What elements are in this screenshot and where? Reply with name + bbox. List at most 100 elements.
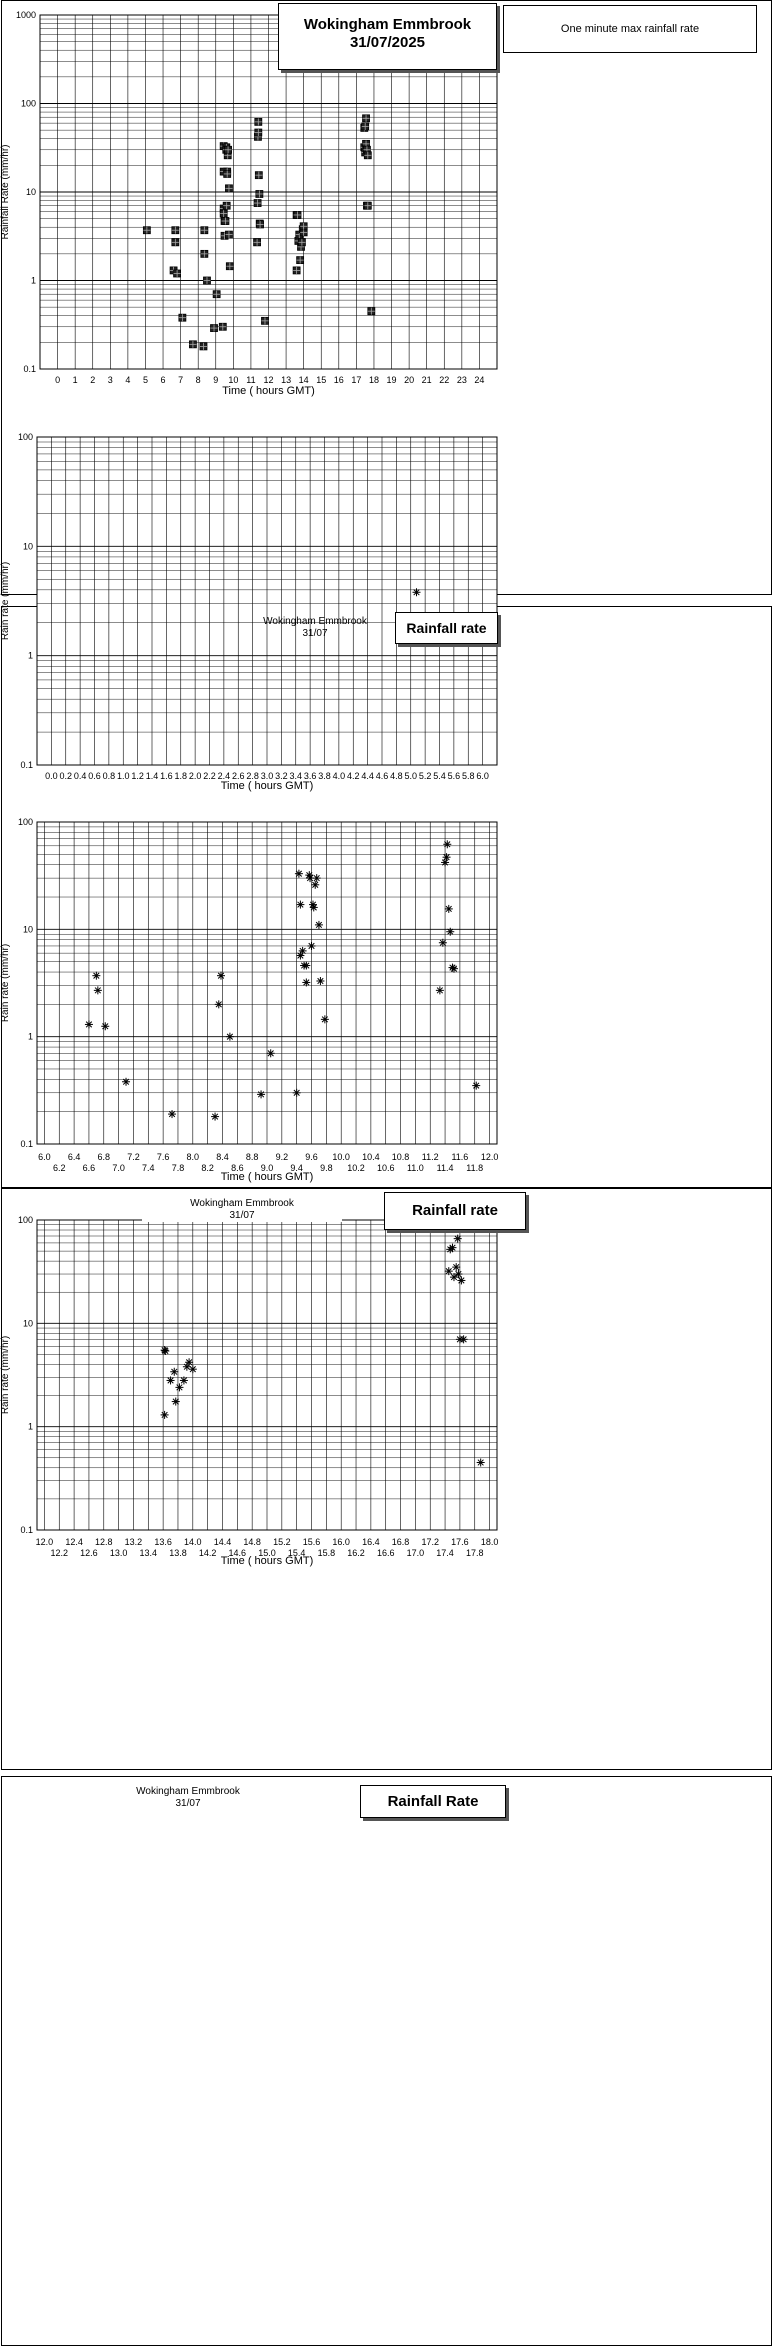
- chart-4-station: Wokingham Emmbrook 31/07: [88, 1786, 288, 1810]
- x-tick-label: 14: [299, 375, 309, 385]
- x-tick-label: 15.8: [318, 1548, 336, 1558]
- x-tick-label: 13.4: [140, 1548, 158, 1558]
- x-tick-label: 5.0: [404, 771, 417, 781]
- y-tick-label: 10: [26, 187, 36, 197]
- x-tick-label: 10.8: [392, 1152, 410, 1162]
- data-point: [443, 840, 452, 849]
- x-tick-label: 23: [457, 375, 467, 385]
- x-tick-label: 13.0: [110, 1548, 128, 1558]
- chart-4-title-box: Rainfall Rate: [360, 1785, 506, 1818]
- x-tick-label: 2.4: [218, 771, 231, 781]
- x-tick-label: 8: [196, 375, 201, 385]
- x-tick-label: 14.4: [214, 1537, 232, 1547]
- chart-1-legend: One minute max rainfall rate: [560, 23, 700, 35]
- x-tick-label: 13.6: [154, 1537, 172, 1547]
- x-tick-label: 22: [439, 375, 449, 385]
- data-point: [294, 869, 303, 878]
- data-point: [219, 209, 228, 218]
- y-tick-label: 0.1: [20, 1139, 33, 1149]
- data-point: [171, 1397, 180, 1406]
- x-tick-label: 20: [404, 375, 414, 385]
- x-tick-label: 6.4: [68, 1152, 81, 1162]
- x-tick-label: 7.4: [142, 1163, 155, 1173]
- data-point: [257, 1090, 266, 1099]
- data-point: [361, 122, 370, 131]
- x-axis-title: Time ( hours GMT): [221, 1171, 314, 1183]
- y-tick-label: 0.1: [23, 364, 36, 374]
- data-point: [175, 1383, 184, 1392]
- chart-3-date: 31/07: [229, 1210, 255, 1221]
- chart-2-station-name: Wokingham Emmbrook: [263, 616, 367, 627]
- data-point: [266, 1049, 275, 1058]
- data-point: [363, 151, 372, 160]
- data-point: [254, 171, 263, 180]
- chart-2-date: 31/07: [302, 628, 328, 639]
- x-tick-label: 17.2: [421, 1537, 439, 1547]
- data-point: [442, 853, 451, 862]
- data-point: [185, 1358, 194, 1367]
- x-tick-label: 16.4: [362, 1537, 380, 1547]
- y-tick-label: 0.1: [20, 1525, 33, 1535]
- x-tick-label: 2.2: [203, 771, 216, 781]
- x-tick-label: 0.2: [59, 771, 72, 781]
- chart-panel-4: [1, 1776, 772, 2346]
- y-tick-label: 1000: [16, 10, 36, 20]
- chart-1-title: Wokingham Emmbrook: [303, 16, 472, 33]
- y-axis-title: Rainfall Rate (mm/hr): [0, 144, 11, 239]
- x-tick-label: 8.8: [246, 1152, 259, 1162]
- x-tick-label: 10.0: [332, 1152, 350, 1162]
- data-point: [438, 938, 447, 947]
- x-tick-label: 2.8: [246, 771, 259, 781]
- chart-2-station: Wokingham Emmbrook 31/07: [215, 616, 415, 640]
- gridlines: [40, 15, 497, 370]
- y-tick-label: 0.1: [20, 760, 33, 770]
- data-point: [222, 201, 231, 210]
- x-tick-label: 15.6: [303, 1537, 321, 1547]
- data-point: [292, 266, 301, 275]
- x-tick-label: 15: [316, 375, 326, 385]
- x-tick-label: 3: [108, 375, 113, 385]
- data-point: [452, 1263, 461, 1272]
- x-tick-label: 3.0: [261, 771, 274, 781]
- x-tick-label: 1.8: [174, 771, 187, 781]
- y-tick-label: 100: [21, 99, 36, 109]
- data-point: [302, 961, 311, 970]
- x-tick-label: 7.6: [157, 1152, 170, 1162]
- x-tick-label: 4.4: [361, 771, 374, 781]
- data-point: [472, 1081, 481, 1090]
- data-point: [320, 1015, 329, 1024]
- y-tick-label: 1: [28, 651, 33, 661]
- data-point: [448, 1243, 457, 1252]
- data-point: [203, 276, 211, 285]
- chart-4-station-name: Wokingham Emmbrook: [136, 1786, 240, 1797]
- x-tick-label: 15.0: [258, 1548, 276, 1558]
- data-point: [293, 211, 302, 219]
- data-point: [363, 201, 372, 210]
- x-tick-label: 7.8: [172, 1163, 185, 1173]
- data-point: [299, 222, 308, 231]
- x-tick-label: 9.0: [261, 1163, 274, 1173]
- x-tick-label: 13: [281, 375, 291, 385]
- x-tick-label: 0: [55, 375, 60, 385]
- data-point: [296, 256, 305, 265]
- data-point: [200, 226, 209, 235]
- x-tick-label: 18.0: [481, 1537, 499, 1547]
- x-tick-label: 12: [263, 375, 273, 385]
- x-tick-label: 1.2: [131, 771, 144, 781]
- chart-3: 0.1 1 10 100 6.0 6.4 6.8 7.2 7.6 8.0 8.4 8.8 9.2 9.6 1…: [0, 817, 498, 1183]
- x-tick-label: 4.0: [333, 771, 346, 781]
- data-point: [171, 238, 180, 247]
- x-tick-label: 1.6: [160, 771, 173, 781]
- x-tick-label: 11.0: [407, 1163, 424, 1173]
- data-point: [178, 313, 187, 322]
- x-tick-label: 15.2: [273, 1537, 291, 1547]
- chart-1-title-box: Wokingham Emmbrook 31/07/2025: [278, 3, 497, 70]
- x-tick-label: 16: [334, 375, 344, 385]
- x-tick-label: 12.0: [481, 1152, 499, 1162]
- x-tick-label: 14.6: [229, 1548, 247, 1558]
- data-points: [142, 114, 376, 351]
- data-point: [84, 1020, 93, 1029]
- data-point: [309, 903, 318, 912]
- x-tick-label: 18: [369, 375, 379, 385]
